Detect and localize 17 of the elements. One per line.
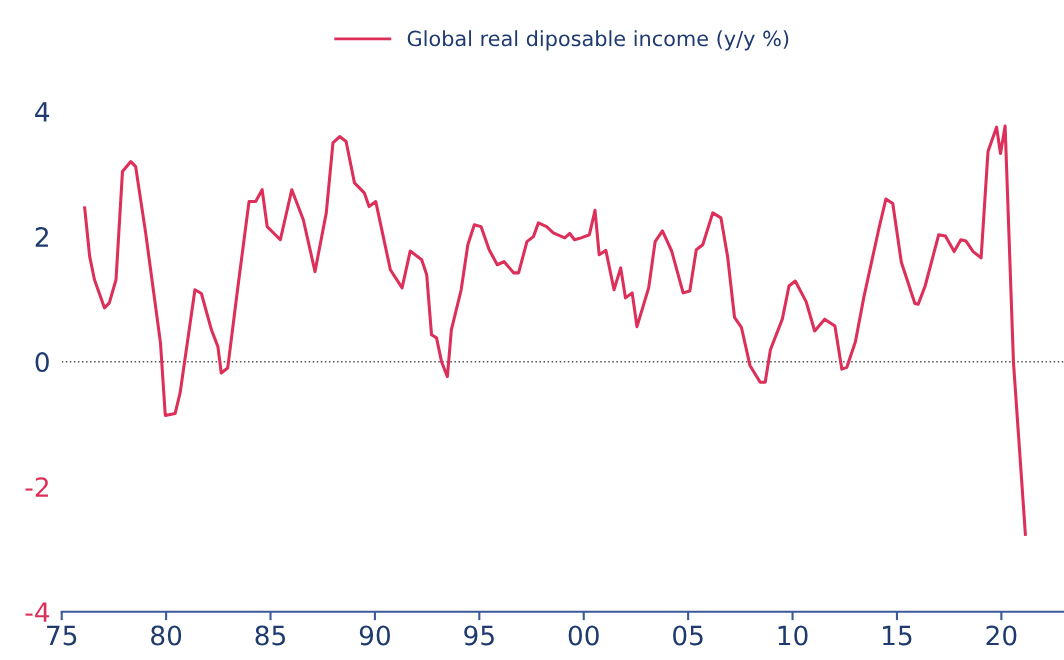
x-tick-label: 00: [568, 625, 599, 646]
x-tick-label: 75: [47, 625, 77, 646]
x-tick-label: 20: [986, 625, 1017, 646]
y-tick-label: -2: [25, 477, 48, 497]
legend-label: Global real diposable income (y/y %): [407, 30, 789, 51]
y-tick-label: 0: [35, 352, 49, 373]
x-tick-label: 95: [464, 625, 494, 646]
line-series: [83, 124, 1027, 536]
y-tick-label: 4: [35, 102, 50, 122]
x-tick-label: 10: [778, 625, 808, 646]
y-tick-label: 2: [35, 227, 48, 247]
x-tick-label: 90: [359, 625, 390, 646]
x-tick-label: 05: [673, 625, 703, 646]
y-tick-label: -4: [25, 602, 50, 622]
x-tick-label: 80: [151, 625, 182, 646]
x-tick-label: 15: [883, 625, 912, 646]
x-tick-label: 85: [255, 625, 286, 646]
